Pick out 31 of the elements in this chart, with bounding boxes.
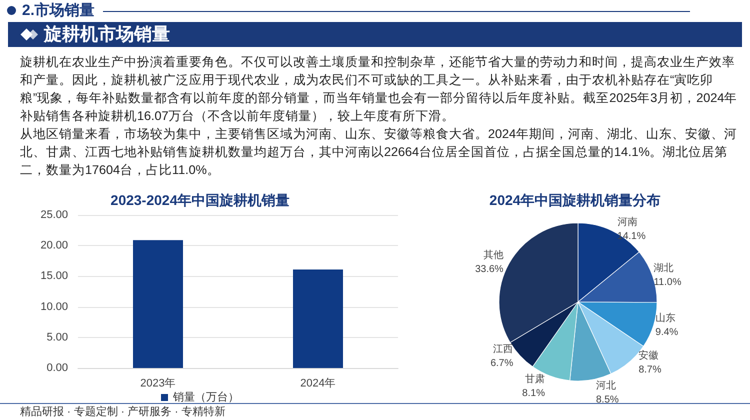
y-tick-label: 10.00 bbox=[40, 300, 68, 313]
data-label: 33.6% bbox=[475, 264, 504, 276]
text: 旋耕机在农业生产中扮演着重要角色。不仅可以改善土壤质量和控制杂草，还能节省大量的劳动力和时间，提高农业生产效率和产量。因此，旋耕机被广泛应用于现代农业，成为农民们不可或缺的工具之一。从补贴来看，由于农机补贴存在“寅吃卯粮”现象，每年补贴数量都含有以前年度的部分销量，而当年销量也会有一部分留待以后年度补贴。截至2025年3月初，2024年补贴销售各种旋耕机16.07万台（不含以前年度销量），较上年度有所下滑。 bbox=[20, 54, 738, 125]
y-tick-label: 0.00 bbox=[46, 362, 68, 374]
data-label: 11.0% bbox=[654, 276, 682, 288]
data-label: 8.1% bbox=[522, 388, 546, 399]
data-label: 9.4% bbox=[655, 327, 678, 338]
slice-label: 山东 bbox=[655, 312, 676, 324]
y-tick-label: 25.00 bbox=[40, 209, 68, 221]
text: 从地区销量来看，市场较为集中，主要销售区域为河南、山东、安徽等粮食大省。2024年期间，河南、湖北、山东、安徽、河北、甘肃、江西七地补贴销售旋耕机数量均超万台，其中河南以22664台位居全国首位，占据全国总量的14.1%。湖北位居第二，数量为17604台，占比11.0%。 bbox=[20, 126, 738, 179]
slice-label: 江西 bbox=[493, 342, 514, 355]
y-tick-label: 20.00 bbox=[40, 240, 68, 252]
data-label: 6.7% bbox=[490, 358, 514, 369]
slice-label: 甘肃 bbox=[524, 372, 545, 385]
chart-title: 2023-2024年中国旋耕机销量 bbox=[110, 192, 290, 208]
slice-label: 河南 bbox=[617, 216, 638, 228]
data-label: 8.7% bbox=[638, 364, 662, 376]
x-tick-label: 2024年 bbox=[300, 378, 336, 390]
text: 旋耕机市场销量 bbox=[44, 23, 170, 46]
y-tick-label: 5.00 bbox=[46, 331, 68, 344]
text: 精品研报 · 专题定制 · 产研服务 · 专精特新 bbox=[20, 405, 226, 419]
slice-label: 安徽 bbox=[638, 350, 659, 362]
legend-label: 销量（万台） bbox=[172, 390, 239, 404]
slice-label: 湖北 bbox=[654, 262, 674, 274]
slice-label: 河北 bbox=[596, 380, 616, 392]
y-tick-label: 15.00 bbox=[40, 270, 68, 282]
text: 2.市场销量 bbox=[22, 1, 95, 21]
chart-title: 2024年中国旋耕机销量分布 bbox=[489, 192, 661, 208]
x-tick-label: 2023年 bbox=[140, 378, 176, 390]
slice-label: 其他 bbox=[483, 249, 504, 262]
data-label: 8.5% bbox=[596, 394, 619, 406]
